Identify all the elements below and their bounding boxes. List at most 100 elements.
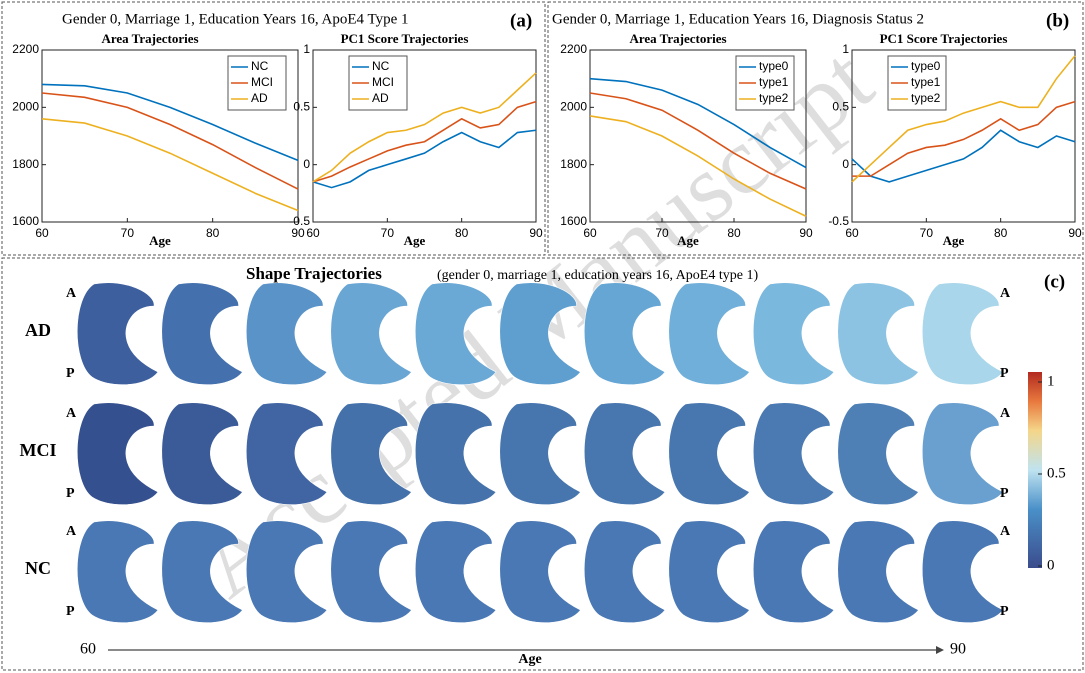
brain-shape: [77, 520, 159, 624]
panel-c-border: [1, 257, 1084, 671]
brain-shape: [584, 520, 666, 624]
y-tick-label: 2000: [560, 100, 587, 114]
legend-label: NC: [251, 59, 269, 73]
orientation-label: A: [1000, 524, 1011, 539]
y-tick-label: 1600: [560, 214, 587, 228]
panel-title: Gender 0, Marriage 1, Education Years 16…: [552, 11, 924, 27]
brain-shape: [668, 520, 750, 624]
brain-shape: [499, 282, 581, 386]
brain-shape: [584, 402, 666, 506]
shapes-subtitle: (gender 0, marriage 1, education years 1…: [437, 268, 758, 283]
y-tick-label: 1800: [12, 157, 39, 171]
brain-shape: [161, 402, 243, 506]
legend-label: AD: [251, 91, 268, 105]
x-tick-label: 90: [529, 226, 543, 240]
x-tick-label: 90: [291, 226, 305, 240]
brain-shape: [753, 402, 835, 506]
x-axis-label: Age: [149, 233, 171, 248]
panel-label: (a): [510, 10, 532, 31]
x-tick-label: 70: [121, 226, 135, 240]
y-tick-label: 1: [842, 42, 849, 56]
series-line: [851, 55, 1076, 183]
brain-shape: [246, 520, 328, 624]
orientation-label: A: [66, 406, 77, 421]
legend-label: type1: [911, 75, 941, 89]
legend-label: type1: [759, 75, 789, 89]
legend-label: type0: [911, 59, 941, 73]
y-tick-label: 0.5: [293, 100, 310, 114]
x-axis-label: Age: [404, 233, 426, 248]
brain-shape: [837, 402, 919, 506]
panel-label: (c): [1044, 271, 1065, 292]
brain-shape: [330, 282, 412, 386]
series-line: [41, 118, 299, 212]
brain-shape: [922, 282, 1004, 386]
orientation-label: P: [66, 486, 75, 501]
orientation-label: P: [1000, 486, 1009, 501]
y-tick-label: 1: [303, 42, 310, 56]
brain-shape: [584, 282, 666, 386]
series-line: [312, 129, 537, 189]
brain-shape: [330, 402, 412, 506]
plot-area: [851, 49, 1076, 223]
colorbar-tick-label: 0: [1047, 557, 1055, 573]
chart-title: PC1 Score Trajectories: [880, 31, 1008, 46]
colorbar-tick-label: 0.5: [1047, 465, 1066, 481]
series-line: [852, 100, 1076, 177]
x-tick-label: 90: [1068, 226, 1082, 240]
series-line: [851, 129, 1076, 183]
colorbar: [1028, 372, 1042, 568]
x-tick-label: 60: [845, 226, 859, 240]
series-line: [312, 72, 537, 183]
legend-label: MCI: [372, 75, 394, 89]
orientation-label: P: [1000, 604, 1009, 619]
brain-shape: [77, 282, 159, 386]
brain-shape: [415, 402, 497, 506]
row-label: MCI: [20, 440, 57, 460]
y-tick-label: 0: [303, 157, 310, 171]
brain-shape: [161, 520, 243, 624]
brain-shape: [499, 520, 581, 624]
x-tick-label: 60: [583, 226, 597, 240]
orientation-label: P: [66, 366, 75, 381]
x-axis-label: Age: [943, 233, 965, 248]
x-axis-label: Age: [677, 233, 699, 248]
plot-area: [589, 49, 807, 223]
legend-label: MCI: [251, 75, 273, 89]
colorbar-tick-label: 1: [1047, 373, 1055, 389]
x-tick-label: 80: [206, 226, 220, 240]
y-tick-label: 0: [842, 157, 849, 171]
brain-shape: [668, 402, 750, 506]
series-line: [312, 100, 537, 183]
brain-shape: [753, 520, 835, 624]
brain-shape: [922, 402, 1004, 506]
plot-area: [41, 49, 299, 223]
brain-shape: [837, 520, 919, 624]
axis-label: Age: [518, 652, 541, 667]
plot-area: [312, 49, 537, 223]
y-tick-label: 2200: [560, 42, 587, 56]
chart-title: Area Trajectories: [101, 31, 198, 46]
legend-label: AD: [372, 91, 389, 105]
x-tick-label: 60: [35, 226, 49, 240]
legend-label: NC: [372, 59, 390, 73]
x-tick-label: 80: [727, 226, 741, 240]
brain-shape: [922, 520, 1004, 624]
panel-a-border: [1, 1, 546, 256]
series-line: [41, 92, 299, 190]
brain-shape: [668, 282, 750, 386]
brain-shape: [753, 282, 835, 386]
orientation-label: P: [1000, 366, 1009, 381]
brain-shape: [837, 282, 919, 386]
y-tick-label: 2000: [12, 100, 39, 114]
x-tick-label: 80: [994, 226, 1008, 240]
row-label: NC: [25, 558, 51, 578]
brain-shape: [161, 282, 243, 386]
y-tick-label: 1600: [12, 214, 39, 228]
legend-label: type2: [759, 91, 789, 105]
legend-box: [227, 55, 287, 111]
legend-label: type2: [911, 91, 941, 105]
series-line: [41, 83, 299, 162]
